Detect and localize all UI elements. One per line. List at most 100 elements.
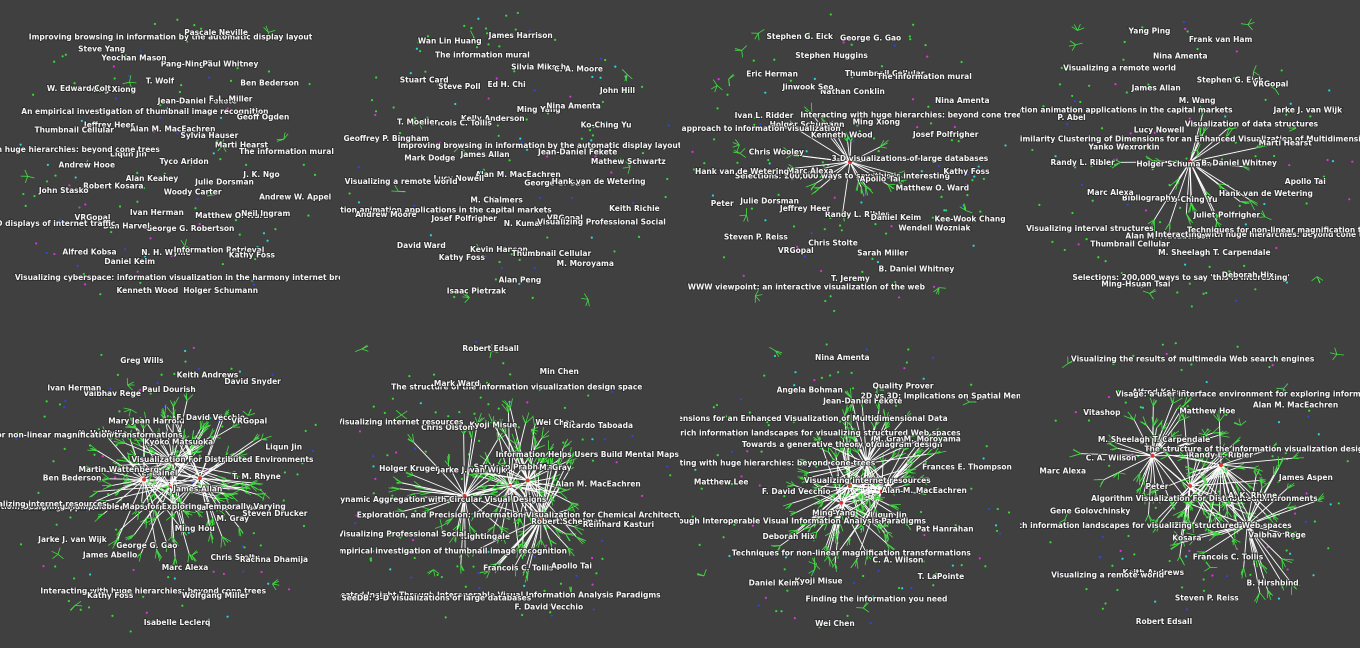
node-dot: [136, 200, 139, 203]
edge: [441, 522, 448, 527]
node-dot: [543, 589, 546, 592]
node-dot: [1158, 221, 1162, 224]
edge: [1246, 524, 1293, 585]
edge: [24, 169, 29, 177]
edge: [190, 442, 198, 450]
node-dot: [222, 572, 226, 575]
node-dot: [1286, 568, 1289, 571]
edge: [625, 161, 631, 168]
edge: [123, 407, 131, 410]
edge: [877, 522, 884, 529]
node-dot: [112, 65, 115, 68]
edge: [710, 85, 718, 90]
node-dot: [473, 412, 476, 415]
node-dot: [46, 163, 49, 166]
node-dot: [546, 112, 550, 115]
node-dot: [110, 437, 113, 440]
edge: [1172, 510, 1184, 516]
node-label: Matthew Hoe: [1179, 406, 1235, 415]
node-dot: [434, 411, 437, 414]
edge: [541, 430, 544, 439]
node-dot: [267, 582, 270, 585]
node-label: Juliet Polfrigher: [1192, 210, 1260, 219]
node-dot: [852, 581, 856, 584]
node-label: Mark Dodge: [404, 154, 455, 163]
edge: [138, 553, 142, 562]
edge: [862, 524, 865, 531]
edge: [903, 476, 915, 479]
edge: [1173, 496, 1182, 503]
node-dot: [464, 585, 467, 588]
edge: [1208, 513, 1215, 517]
edge: [197, 511, 204, 513]
node-label: Improving browsing in information by the…: [398, 141, 682, 150]
edge: [1334, 347, 1338, 355]
node-dot: [1296, 122, 1299, 126]
edge: [151, 461, 173, 476]
edge: [541, 455, 550, 464]
edge: [1219, 451, 1228, 455]
node-dot: [604, 58, 607, 62]
edge: [1229, 503, 1248, 526]
node-dot: [400, 136, 404, 139]
node-label: Exploration, and Precision: Information …: [357, 511, 691, 520]
edge: [846, 537, 851, 546]
node-dot: [590, 139, 593, 142]
edge: [851, 445, 859, 454]
edge: [1247, 21, 1255, 26]
edge: [488, 484, 511, 487]
node-dot: [751, 524, 755, 527]
node-dot: [485, 381, 489, 384]
node-dot: [83, 392, 86, 396]
edge: [221, 536, 232, 542]
node-dot: [1179, 206, 1182, 209]
node-dot: [1202, 578, 1205, 581]
node-dot: [267, 70, 271, 73]
edge: [508, 412, 511, 487]
edge: [180, 527, 186, 531]
edge: [413, 493, 418, 500]
node-dot: [856, 124, 859, 127]
node-dot: [897, 296, 901, 299]
edge: [501, 403, 509, 413]
node-dot: [1141, 406, 1144, 409]
node-dot: [1288, 552, 1292, 555]
node-dot: [763, 374, 766, 377]
node-dot: [415, 47, 419, 50]
node-dot: [1284, 452, 1287, 455]
node-dot: [910, 586, 913, 590]
node-dot: [192, 346, 195, 349]
hub-node: [170, 460, 175, 465]
edge: [1168, 520, 1175, 523]
edge: [1253, 465, 1259, 469]
edge: [1286, 482, 1295, 489]
edge: [249, 484, 260, 491]
edge: [569, 459, 572, 470]
edge: [145, 474, 153, 477]
edge: [1152, 420, 1179, 457]
node-dot: [1038, 203, 1041, 206]
node-dot: [538, 388, 541, 391]
edge: [962, 203, 967, 211]
edge: [800, 458, 812, 463]
node-dot: [101, 455, 104, 458]
node-dot: [487, 403, 490, 406]
node-dot: [624, 91, 627, 95]
edge: [123, 409, 131, 413]
node-dot: [767, 423, 770, 427]
node-dot: [995, 529, 999, 533]
node-dot: [271, 373, 274, 376]
edge: [1285, 531, 1298, 535]
node-label: Information Helps Users Build Mental Map…: [496, 450, 775, 459]
edge: [813, 437, 824, 444]
node-dot: [1228, 270, 1231, 273]
edge: [1220, 503, 1227, 509]
edge: [849, 469, 904, 487]
node-dot: [820, 376, 823, 379]
node-dot: [982, 457, 985, 460]
edge: [901, 471, 908, 479]
edge: [165, 467, 176, 475]
node-dot: [931, 216, 935, 219]
edge: [1127, 411, 1135, 421]
node-dot: [302, 163, 305, 166]
